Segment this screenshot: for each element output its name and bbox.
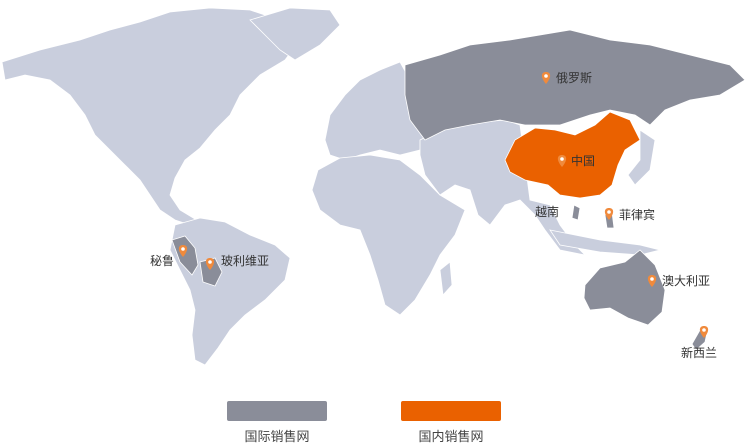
location-pin-icon-newzealand[interactable] xyxy=(699,326,709,338)
legend-swatch-international xyxy=(227,401,327,421)
legend-label-international: 国际销售网 xyxy=(244,430,310,445)
madagascar xyxy=(439,261,453,296)
africa xyxy=(311,154,466,316)
label-bolivia: 玻利维亚 xyxy=(221,254,270,268)
location-pin-icon-russia[interactable] xyxy=(541,72,551,84)
label-newzealand: 新西兰 xyxy=(681,346,718,360)
japan xyxy=(627,129,656,186)
legend-swatch-domestic xyxy=(401,401,501,421)
location-pin-icon-peru[interactable] xyxy=(178,245,188,257)
location-pin-icon-china[interactable] xyxy=(557,155,567,167)
location-pin-icon-bolivia[interactable] xyxy=(205,258,215,270)
location-pin-icon-philippines[interactable] xyxy=(604,208,614,220)
label-australia: 澳大利亚 xyxy=(662,274,711,288)
country-australia xyxy=(583,249,666,326)
country-peru xyxy=(171,235,199,276)
label-peru: 秘鲁 xyxy=(150,254,175,268)
label-philippines: 菲律宾 xyxy=(619,208,656,222)
country-russia xyxy=(404,29,746,141)
greenland xyxy=(249,7,341,61)
legend-label-domestic: 国内销售网 xyxy=(418,430,484,445)
label-china: 中国 xyxy=(571,154,596,168)
south-america xyxy=(169,217,291,366)
location-pin-icon-australia[interactable] xyxy=(647,275,657,287)
country-vietnam xyxy=(571,204,581,221)
label-russia: 俄罗斯 xyxy=(556,71,593,85)
label-vietnam: 越南 xyxy=(535,205,560,219)
country-china xyxy=(504,111,641,199)
indonesia xyxy=(549,229,661,256)
north-america xyxy=(1,7,301,233)
